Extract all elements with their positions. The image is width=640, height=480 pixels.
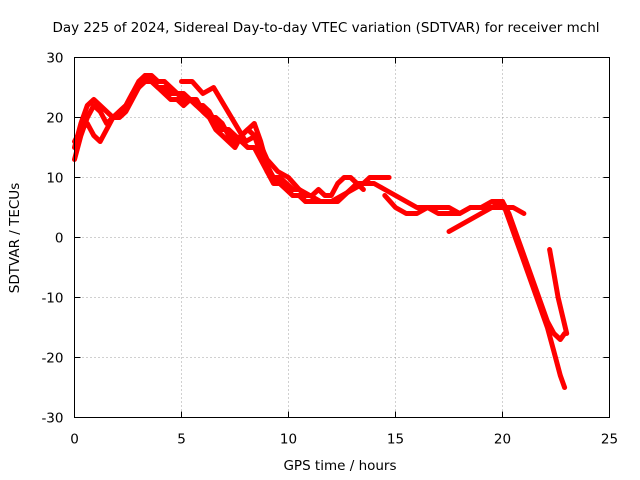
series-layer: satellite track Asatellite track Bsatell… [72, 73, 570, 390]
y-tick-label: 30 [46, 51, 63, 67]
y-tick-label: -20 [41, 351, 63, 367]
x-tick-label: 10 [280, 432, 297, 448]
grid-layer [74, 57, 610, 418]
y-tick-label: 20 [46, 111, 63, 127]
x-tick-label: 0 [70, 432, 79, 448]
x-tick-label: 20 [494, 432, 511, 448]
series-line-2: satellite track B [72, 73, 366, 198]
x-tick-label: 25 [601, 432, 618, 448]
x-axis-label: GPS time / hours [283, 458, 396, 474]
series-line-3: satellite track C [72, 79, 392, 204]
y-tick-label: -30 [41, 411, 63, 427]
y-axis-label: SDTVAR / TECUs [7, 183, 23, 293]
series-line-6: satellite track F [446, 199, 568, 342]
chart-title: Day 225 of 2024, Sidereal Day-to-day VTE… [52, 20, 599, 36]
series-line-7: satellite track G [547, 247, 570, 336]
y-tick-label: -10 [41, 291, 63, 307]
x-tick-label: 15 [387, 432, 404, 448]
tick-layer: 0 5 10 15 20 25 -30 -20 -10 0 10 20 30 [41, 51, 618, 448]
x-tick-label: 5 [177, 432, 186, 448]
y-tick-label: 0 [55, 231, 64, 247]
y-tick-label: 10 [46, 171, 63, 187]
